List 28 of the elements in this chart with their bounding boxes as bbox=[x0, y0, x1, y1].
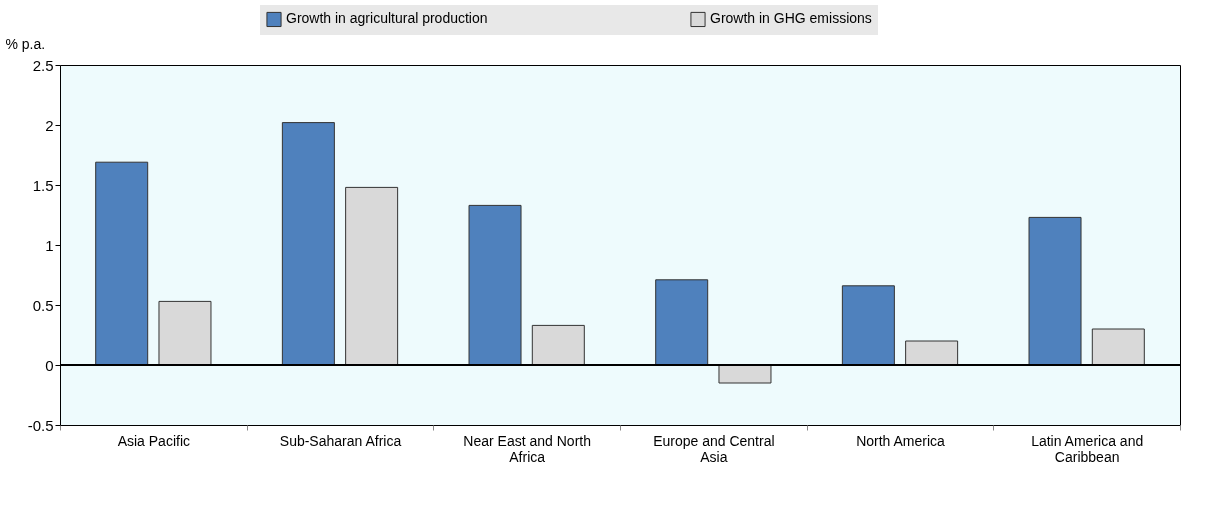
bar bbox=[1091, 328, 1145, 366]
x-tick-label: Sub-Saharan Africa bbox=[279, 432, 402, 449]
bar bbox=[655, 279, 709, 366]
bar bbox=[468, 204, 522, 366]
x-tick-label: North America bbox=[856, 432, 946, 449]
y-axis-title: % p.a. bbox=[5, 35, 46, 52]
legend-label: Growth in agricultural production bbox=[286, 10, 488, 27]
bar bbox=[281, 122, 335, 366]
bar bbox=[531, 324, 585, 366]
y-tick-label: 2.5 bbox=[32, 56, 54, 74]
bar bbox=[345, 186, 399, 366]
bar bbox=[95, 161, 149, 366]
legend-label: Growth in GHG emissions bbox=[710, 10, 872, 27]
bar bbox=[905, 340, 959, 366]
x-tick-label: Near East and North Africa bbox=[463, 432, 591, 465]
y-tick-label: 2 bbox=[45, 116, 54, 134]
y-tick-label: -0.5 bbox=[27, 416, 54, 434]
bar bbox=[1028, 216, 1082, 366]
bar bbox=[841, 285, 895, 366]
x-tick-label: Latin America and Caribbean bbox=[1031, 432, 1144, 465]
y-tick-label: 0 bbox=[45, 356, 54, 374]
y-tick-label: 1 bbox=[45, 236, 54, 254]
bar bbox=[718, 364, 772, 384]
x-tick-label: Europe and Central Asia bbox=[653, 432, 775, 465]
x-tick-label: Asia Pacific bbox=[117, 432, 191, 449]
bar bbox=[158, 300, 212, 366]
y-tick-label: 0.5 bbox=[32, 296, 54, 314]
y-tick-label: 1.5 bbox=[32, 176, 54, 194]
